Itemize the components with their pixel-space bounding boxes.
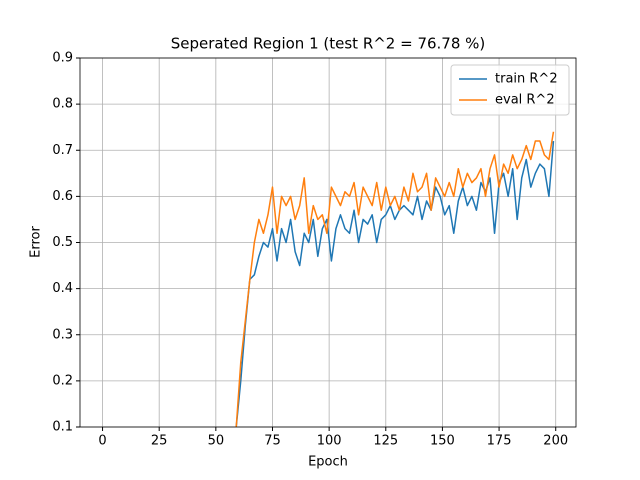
chart-title: Seperated Region 1 (test R^2 = 76.78 %) [171,35,486,53]
y-axis-label: Error [29,226,44,258]
plot-area [235,131,555,427]
y-tick-label: 0.1 [52,420,73,435]
line-series [235,140,555,427]
x-tick-label: 100 [317,434,342,449]
x-tick-label: 25 [151,434,168,449]
legend-box [450,64,570,116]
x-tick-label: 200 [543,434,568,449]
x-tick-label: 150 [430,434,455,449]
legend-label: eval R^2 [495,93,555,108]
line-series [235,131,555,427]
y-tick-label: 0.3 [52,327,73,342]
y-tick-label: 0.6 [52,189,73,204]
x-tick-label: 175 [487,434,512,449]
legend-label: train R^2 [495,72,558,87]
x-axis-label: Epoch [308,455,348,470]
y-tick-label: 0.7 [52,143,73,158]
x-tick-label: 125 [373,434,398,449]
x-tick-label: 75 [264,434,281,449]
y-tick-label: 0.5 [52,235,73,250]
x-tick-label: 0 [98,434,106,449]
x-tick-label: 50 [208,434,225,449]
y-tick-label: 0.8 [52,97,73,112]
y-tick-label: 0.2 [52,373,73,388]
legend: train R^2 eval R^2 [450,64,570,116]
y-tick-label: 0.9 [52,51,73,66]
y-tick-label: 0.4 [52,281,73,296]
